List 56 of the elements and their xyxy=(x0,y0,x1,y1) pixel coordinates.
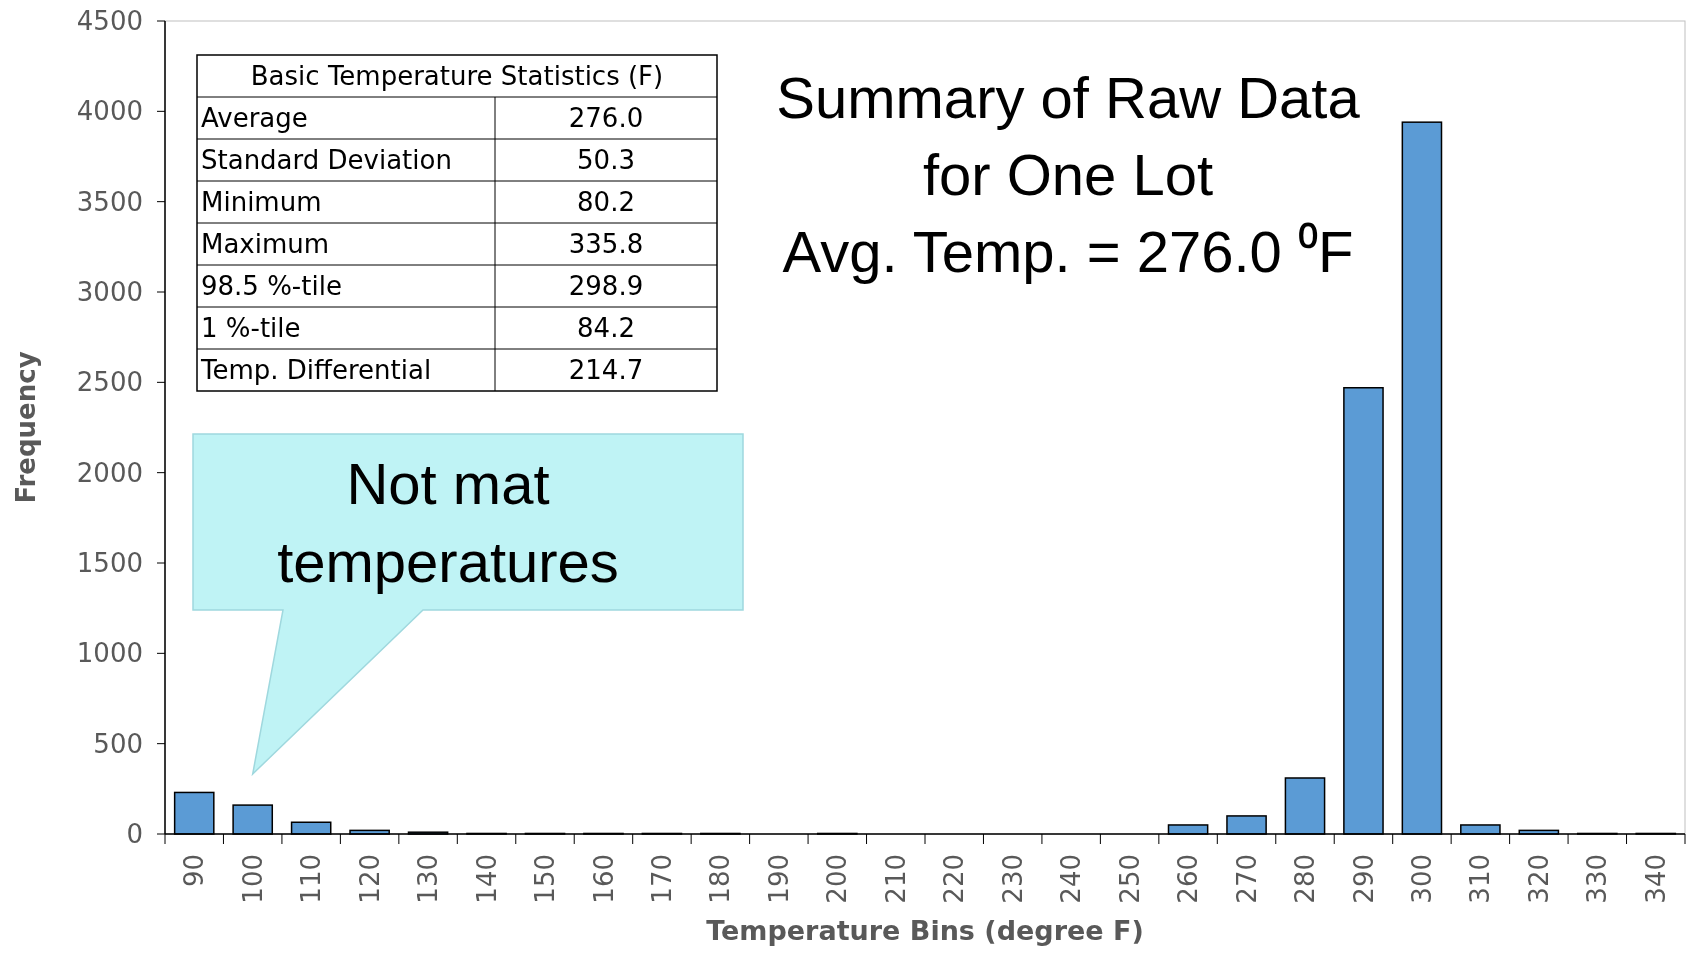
annotation: Not mat temperatures xyxy=(277,451,619,594)
y-tick-label: 4000 xyxy=(76,96,143,127)
x-tick-label: 290 xyxy=(1348,854,1379,904)
annotation: Maximum xyxy=(201,229,330,260)
annotation: 80.2 xyxy=(577,187,635,218)
y-tick-label: 2500 xyxy=(76,367,143,398)
annotation: 335.8 xyxy=(568,229,644,260)
annotation: Standard Deviation xyxy=(201,145,452,176)
x-tick-label: 310 xyxy=(1465,854,1496,904)
x-tick-label: 150 xyxy=(530,854,561,904)
x-tick-label: 250 xyxy=(1114,854,1145,904)
annotation: Temp. Differential xyxy=(200,355,432,386)
x-tick-label: 260 xyxy=(1173,854,1204,904)
x-tick-label: 170 xyxy=(647,854,678,904)
annotation: Basic Temperature Statistics (F) xyxy=(250,61,664,92)
y-tick-label: 1500 xyxy=(76,548,143,579)
text: Summary of Raw Data for One Lot xyxy=(776,65,1361,207)
y-tick-label: 0 xyxy=(126,819,143,850)
annotation: 84.2 xyxy=(577,313,635,344)
annotation: Average xyxy=(201,103,308,134)
x-tick-label: 180 xyxy=(705,854,736,904)
x-tick-label: 140 xyxy=(471,854,502,904)
y-tick-label: 3000 xyxy=(76,277,143,308)
x-tick-label: 160 xyxy=(588,854,619,904)
y-tick-label: 1000 xyxy=(76,638,143,669)
annotation: 98.5 %-tile xyxy=(201,271,342,302)
x-tick-label: 320 xyxy=(1523,854,1554,904)
annotation: 214.7 xyxy=(568,355,644,386)
x-tick-label: 210 xyxy=(880,854,911,904)
x-tick-label: 280 xyxy=(1290,854,1321,904)
y-tick-label: 2000 xyxy=(76,457,143,488)
x-tick-label: 130 xyxy=(413,854,444,904)
x-tick-label: 240 xyxy=(1056,854,1087,904)
annotation: 50.3 xyxy=(577,145,635,176)
x-tick-label: 190 xyxy=(763,854,794,904)
x-tick-label: 120 xyxy=(354,854,385,904)
x-tick-label: 340 xyxy=(1640,854,1671,904)
x-tick-label: 300 xyxy=(1407,854,1438,904)
x-tick-label: 330 xyxy=(1582,854,1613,904)
y-tick-label: 3500 xyxy=(76,186,143,217)
x-tick-label: 220 xyxy=(939,854,970,904)
annotation: 1 %-tile xyxy=(201,313,301,344)
x-tick-label: 90 xyxy=(179,854,210,888)
y-tick-label: 500 xyxy=(93,728,143,759)
annotation: 276.0 xyxy=(568,103,644,134)
x-tick-label: 110 xyxy=(296,854,327,904)
y-axis-title: Frequency xyxy=(11,351,41,504)
x-tick-label: 200 xyxy=(822,854,853,904)
x-tick-label: 270 xyxy=(1231,854,1262,904)
x-axis-title: Temperature Bins (degree F) xyxy=(706,915,1144,946)
text: Avg. Temp. = 276.0 ⁰F xyxy=(782,219,1354,284)
annotation: Minimum xyxy=(201,187,322,218)
x-tick-label: 100 xyxy=(237,854,268,904)
x-tick-label: 230 xyxy=(997,854,1028,904)
annotation: 298.9 xyxy=(568,271,644,302)
y-tick-label: 4500 xyxy=(76,6,143,37)
